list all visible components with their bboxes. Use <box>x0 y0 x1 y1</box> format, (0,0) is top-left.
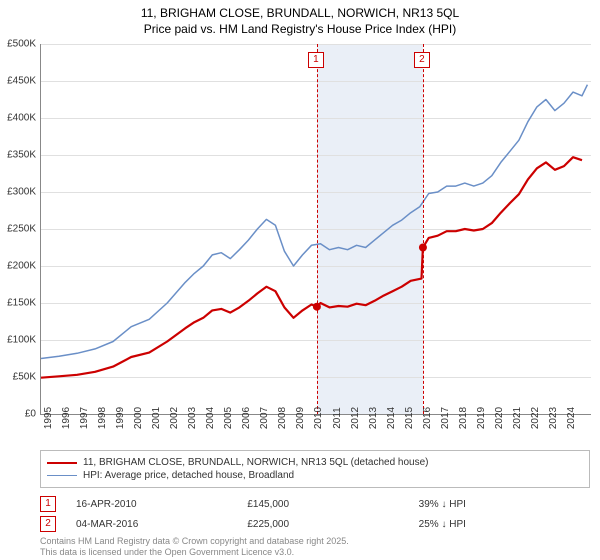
sale-marker-number: 2 <box>414 52 430 68</box>
x-tick-label: 2019 <box>476 407 487 429</box>
sale-info-row: 2 04-MAR-2016£225,00025% ↓ HPI <box>40 514 590 534</box>
x-tick-label: 2017 <box>440 407 451 429</box>
x-tick-label: 2005 <box>223 407 234 429</box>
x-tick-label: 2000 <box>133 407 144 429</box>
x-tick-label: 2009 <box>295 407 306 429</box>
x-tick-label: 2008 <box>277 407 288 429</box>
chart-container: 11, BRIGHAM CLOSE, BRUNDALL, NORWICH, NR… <box>0 0 600 560</box>
sale-info-delta: 25% ↓ HPI <box>419 519 590 530</box>
y-tick-label: £300K <box>7 187 36 198</box>
legend-swatch <box>47 475 77 476</box>
sale-marker-line <box>423 44 424 414</box>
title-line1: 11, BRIGHAM CLOSE, BRUNDALL, NORWICH, NR… <box>141 6 459 20</box>
sale-info-date: 16-APR-2010 <box>76 499 247 510</box>
legend-box: 11, BRIGHAM CLOSE, BRUNDALL, NORWICH, NR… <box>40 450 590 488</box>
x-tick-label: 2011 <box>332 407 343 429</box>
series-hpi <box>41 85 587 359</box>
copyright-text: Contains HM Land Registry data © Crown c… <box>40 536 349 558</box>
series-price_paid <box>41 157 582 378</box>
x-tick-label: 2024 <box>566 407 577 429</box>
x-tick-label: 2014 <box>386 407 397 429</box>
sale-info-price: £145,000 <box>247 499 418 510</box>
x-tick-label: 1996 <box>61 407 72 429</box>
x-tick-label: 1995 <box>43 407 54 429</box>
y-tick-label: £0 <box>25 409 36 420</box>
title-line2: Price paid vs. HM Land Registry's House … <box>144 22 456 36</box>
x-tick-label: 2003 <box>187 407 198 429</box>
x-tick-label: 2013 <box>368 407 379 429</box>
sale-info-row: 1 16-APR-2010£145,00039% ↓ HPI <box>40 494 590 514</box>
sale-info-price: £225,000 <box>247 519 418 530</box>
x-tick-label: 2020 <box>494 407 505 429</box>
sale-info-date: 04-MAR-2016 <box>76 519 247 530</box>
y-tick-label: £200K <box>7 261 36 272</box>
x-tick-label: 2015 <box>404 407 415 429</box>
y-tick-label: £400K <box>7 113 36 124</box>
x-tick-label: 1999 <box>115 407 126 429</box>
y-tick-label: £250K <box>7 224 36 235</box>
x-tick-label: 2023 <box>548 407 559 429</box>
x-tick-label: 2007 <box>259 407 270 429</box>
sale-marker-line <box>317 44 318 414</box>
x-tick-label: 2010 <box>313 407 324 429</box>
sale-info-number: 1 <box>40 496 56 512</box>
x-tick-label: 2018 <box>458 407 469 429</box>
sale-info-table: 1 16-APR-2010£145,00039% ↓ HPI 2 04-MAR-201… <box>40 494 590 534</box>
y-tick-label: £450K <box>7 76 36 87</box>
legend-label: HPI: Average price, detached house, Broa… <box>83 470 294 481</box>
x-tick-label: 2006 <box>241 407 252 429</box>
y-tick-label: £100K <box>7 335 36 346</box>
copyright-line1: Contains HM Land Registry data © Crown c… <box>40 536 349 546</box>
sale-info-delta: 39% ↓ HPI <box>419 499 590 510</box>
copyright-line2: This data is licensed under the Open Gov… <box>40 547 294 557</box>
x-tick-label: 2001 <box>151 407 162 429</box>
legend-item: 11, BRIGHAM CLOSE, BRUNDALL, NORWICH, NR… <box>47 457 583 468</box>
chart-title: 11, BRIGHAM CLOSE, BRUNDALL, NORWICH, NR… <box>0 0 600 37</box>
plot-area <box>40 44 591 415</box>
x-tick-label: 2002 <box>169 407 180 429</box>
x-tick-label: 2021 <box>512 407 523 429</box>
y-tick-label: £500K <box>7 39 36 50</box>
legend-label: 11, BRIGHAM CLOSE, BRUNDALL, NORWICH, NR… <box>83 457 429 468</box>
x-tick-label: 2022 <box>530 407 541 429</box>
x-tick-label: 2012 <box>350 407 361 429</box>
x-tick-label: 2004 <box>205 407 216 429</box>
y-tick-label: £50K <box>13 372 36 383</box>
x-tick-label: 1998 <box>97 407 108 429</box>
legend-swatch <box>47 462 77 464</box>
chart-plot: £0£50K£100K£150K£200K£250K£300K£350K£400… <box>40 44 590 414</box>
x-tick-label: 2016 <box>422 407 433 429</box>
sale-info-number: 2 <box>40 516 56 532</box>
x-tick-label: 1997 <box>79 407 90 429</box>
sale-marker-number: 1 <box>308 52 324 68</box>
y-tick-label: £350K <box>7 150 36 161</box>
y-tick-label: £150K <box>7 298 36 309</box>
legend-item: HPI: Average price, detached house, Broa… <box>47 470 583 481</box>
